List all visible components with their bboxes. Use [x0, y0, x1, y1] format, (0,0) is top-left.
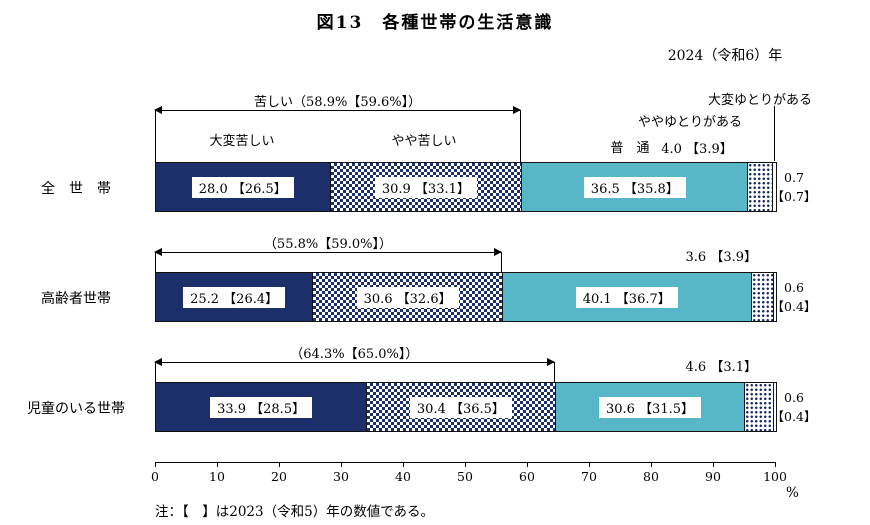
category-label: 児童のいる世帯 — [27, 401, 125, 417]
segment-somewhat-difficult: 30.4 【36.5】 — [366, 383, 555, 431]
x-axis-tick — [651, 462, 652, 467]
legend-somewhat-comfortable: ややゆとりがある — [637, 115, 742, 130]
bar-value-label: 28.0 【26.5】 — [191, 176, 294, 198]
x-axis-tick — [589, 462, 590, 467]
segment-normal: 30.6 【31.5】 — [554, 383, 745, 431]
very-comfortable-value: 0.6 【0.4】 — [771, 280, 817, 314]
x-axis-tick-label: 20 — [271, 469, 287, 484]
difficult-total-label: （55.8%【59.0%】） — [263, 237, 393, 252]
legend-very-difficult: 大変苦しい — [209, 134, 275, 149]
difficult-range-arrow — [154, 248, 502, 256]
segment-somewhat-comfortable — [744, 383, 773, 431]
segment-very-difficult: 28.0 【26.5】 — [156, 163, 330, 211]
x-axis-tick-label: 80 — [643, 469, 659, 484]
chart-title: 図13 各種世帯の生活意識 — [316, 13, 554, 33]
bar-value-label: 30.6 【32.6】 — [356, 286, 459, 308]
somewhat-comfortable-value: 4.6 【3.1】 — [685, 360, 757, 375]
segment-very-comfortable — [772, 273, 776, 321]
somewhat-comfortable-value: 4.0 【3.9】 — [661, 142, 733, 157]
x-axis-tick — [403, 462, 404, 467]
segment-very-difficult: 25.2 【26.4】 — [156, 273, 313, 321]
x-axis-tick — [217, 462, 218, 467]
segment-very-comfortable — [772, 383, 776, 431]
difficult-total-label: 苦しい（58.9%【59.6%】） — [254, 95, 422, 110]
bar-value-label: 30.4 【36.5】 — [409, 396, 512, 418]
category-label: 全 世 帯 — [41, 181, 111, 197]
x-axis-tick-label: 0 — [151, 469, 159, 484]
year-label: 2024（令和6）年 — [667, 48, 783, 64]
bar-row: 25.2 【26.4】 30.6 【32.6】 40.1 【36.7】 — [155, 272, 777, 322]
bar-value-label: 25.2 【26.4】 — [183, 286, 286, 308]
difficult-total-label: （64.3%【65.0%】） — [290, 347, 419, 362]
x-axis-tick-label: 50 — [457, 469, 473, 484]
bar-value-label: 33.9 【28.5】 — [210, 396, 313, 418]
bar-row: 28.0 【26.5】 30.9 【33.1】 36.5 【35.8】 — [155, 162, 777, 212]
x-axis-tick — [775, 462, 776, 467]
segment-somewhat-difficult: 30.9 【33.1】 — [329, 163, 522, 211]
x-axis-tick-label: 70 — [581, 469, 597, 484]
x-axis-tick-label: 100 — [763, 469, 787, 484]
x-axis-tick-label: 30 — [333, 469, 349, 484]
arrow-end-tick-right — [500, 252, 502, 272]
segment-somewhat-difficult: 30.6 【32.6】 — [312, 273, 502, 321]
footnote: 注：【 】は2023（令和5）年の数値である。 — [155, 504, 435, 520]
x-axis-tick-label: 10 — [209, 469, 225, 484]
bar-value-label: 30.9 【33.1】 — [374, 176, 477, 198]
x-axis-tick — [713, 462, 714, 467]
arrow-end-tick-right — [520, 110, 522, 162]
segment-normal: 40.1 【36.7】 — [501, 273, 751, 321]
bar-value-label: 30.6 【31.5】 — [598, 396, 702, 418]
x-axis-tick — [279, 462, 280, 467]
arrow-end-tick-left — [155, 252, 156, 272]
segment-somewhat-comfortable — [747, 163, 773, 211]
segment-very-difficult: 33.9 【28.5】 — [156, 383, 367, 431]
x-axis-tick — [155, 462, 156, 467]
difficult-range-arrow — [153, 106, 522, 114]
segment-normal: 36.5 【35.8】 — [521, 163, 748, 211]
bar-row: 33.9 【28.5】 30.4 【36.5】 30.6 【31.5】 — [155, 382, 777, 432]
arrow-end-tick-right — [553, 362, 555, 382]
very-comfortable-value: 0.7 【0.7】 — [771, 170, 817, 204]
x-axis-tick — [465, 462, 466, 467]
difficult-range-arrow — [154, 358, 555, 366]
arrow-end-tick-left — [155, 110, 156, 162]
x-axis-tick-label: 40 — [395, 469, 411, 484]
very-comfortable-leader-line — [774, 106, 775, 161]
x-axis-tick-label: 60 — [519, 469, 535, 484]
category-label: 高齢者世帯 — [41, 291, 111, 307]
x-axis-tick — [527, 462, 528, 467]
x-axis-tick — [341, 462, 342, 467]
arrow-end-tick-left — [155, 362, 156, 382]
x-axis-tick-label: 90 — [705, 469, 721, 484]
bar-value-label: 40.1 【36.7】 — [575, 286, 678, 308]
very-comfortable-value: 0.6 【0.4】 — [771, 390, 817, 424]
somewhat-comfortable-value: 3.6 【3.9】 — [685, 250, 757, 265]
segment-very-comfortable — [772, 163, 776, 211]
axis-unit-label: % — [786, 485, 799, 501]
legend-very-comfortable: 大変ゆとりがある — [707, 93, 812, 108]
segment-somewhat-comfortable — [750, 273, 773, 321]
legend-normal: 普 通 — [610, 141, 650, 156]
bar-value-label: 36.5 【35.8】 — [583, 176, 686, 198]
legend-somewhat-difficult: やや苦しい — [391, 134, 457, 149]
